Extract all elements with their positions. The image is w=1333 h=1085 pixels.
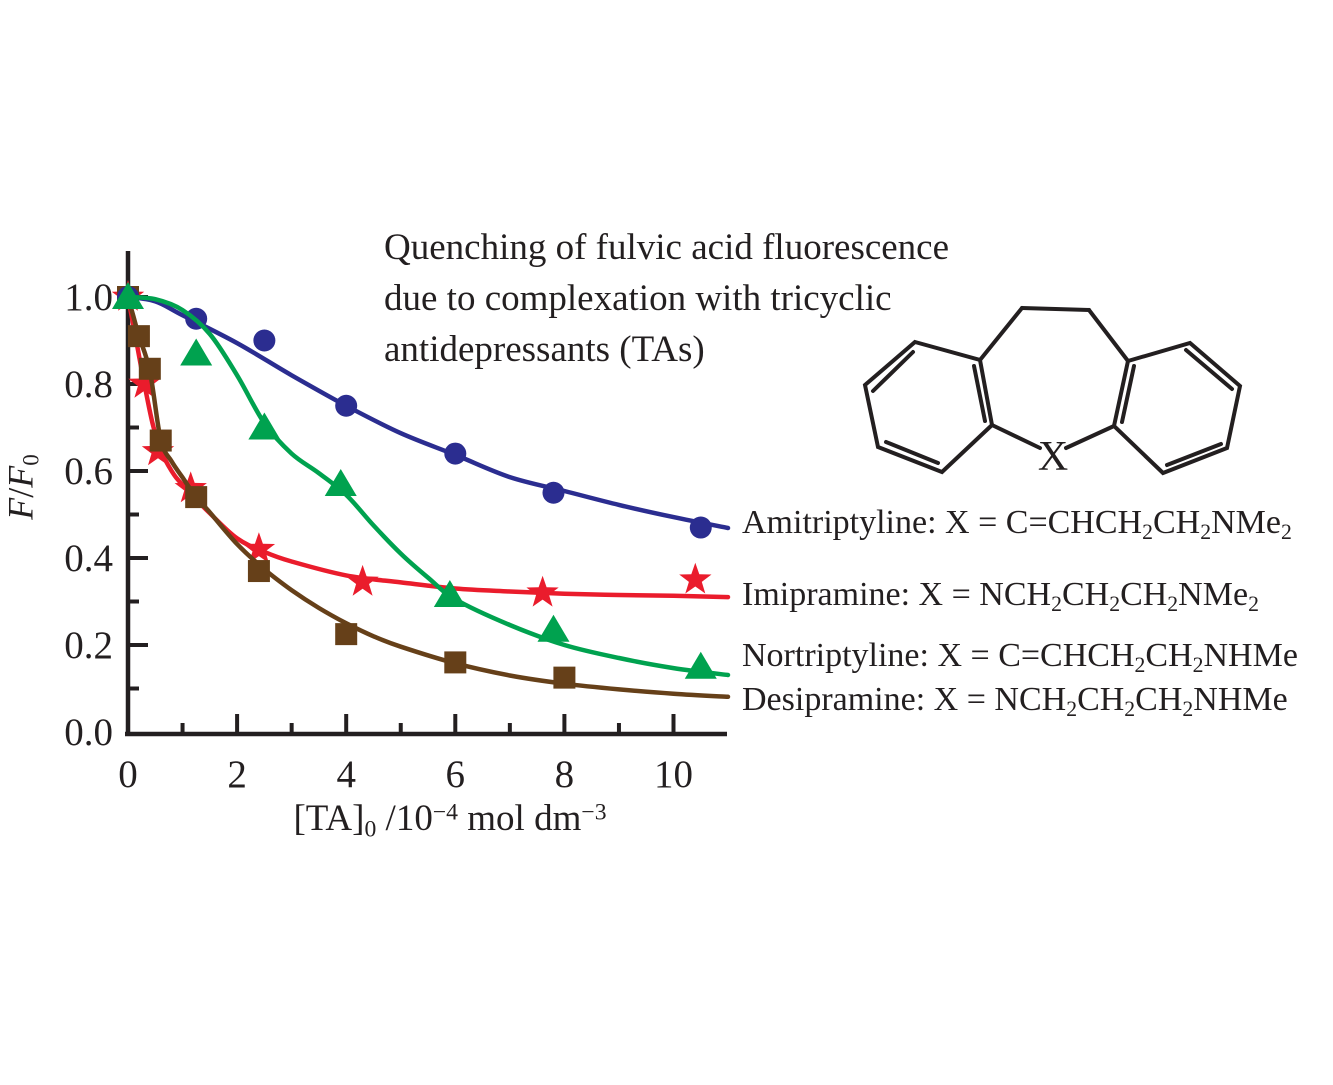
curve-nortriptyline xyxy=(125,294,731,678)
curve-desipramine xyxy=(125,294,731,700)
marker-nortriptyline xyxy=(112,282,144,309)
marker-imipramine xyxy=(526,575,559,607)
marker-desipramine xyxy=(149,429,172,452)
marker-desipramine xyxy=(553,666,576,689)
marker-amitriptyline xyxy=(444,442,467,465)
y-tick-label: 0.4 xyxy=(64,537,113,580)
x-axis-label: [TA]0 /10−4 mol dm−3 xyxy=(293,798,607,843)
label-nortriptyline: Nortriptyline: X = C=CHCH2CH2NHMe xyxy=(742,637,1298,678)
marker-nortriptyline xyxy=(433,579,466,607)
label-amitriptyline: Amitriptyline: X = C=CHCH2CH2NMe2 xyxy=(742,504,1292,545)
marker-nortriptyline xyxy=(684,651,717,679)
x-tick-label: 8 xyxy=(555,753,575,796)
marker-nortriptyline xyxy=(324,469,357,497)
marker-desipramine xyxy=(444,651,467,674)
marker-amitriptyline xyxy=(542,481,565,504)
y-tick-label: 1.0 xyxy=(64,276,113,319)
marker-imipramine xyxy=(128,367,161,398)
chart-title-line3: antidepressants (TAs) xyxy=(384,329,705,370)
marker-imipramine xyxy=(346,564,379,596)
marker-desipramine xyxy=(138,357,161,380)
x-tick-label: 0 xyxy=(118,753,138,796)
marker-desipramine xyxy=(127,325,150,348)
x-tick-label: 10 xyxy=(654,753,693,796)
marker-nortriptyline xyxy=(180,338,213,366)
marker-desipramine xyxy=(247,560,270,583)
label-imipramine: Imipramine: X = NCH2CH2CH2NMe2 xyxy=(742,576,1259,617)
chart-title-line1: Quenching of fulvic acid fluorescence xyxy=(384,227,950,268)
marker-amitriptyline xyxy=(689,516,712,539)
y-tick-label: 0.6 xyxy=(64,450,113,493)
marker-imipramine xyxy=(679,562,712,594)
x-tick-label: 6 xyxy=(446,753,466,796)
chart-title-line2: due to complexation with tricyclic xyxy=(384,278,892,319)
y-tick-label: 0.2 xyxy=(64,624,113,667)
marker-imipramine xyxy=(242,532,276,564)
y-tick-label: 0.0 xyxy=(64,711,113,754)
marker-amitriptyline xyxy=(335,394,358,417)
marker-nortriptyline xyxy=(248,412,281,440)
x-tick-label: 4 xyxy=(336,753,356,796)
y-tick-label: 0.8 xyxy=(64,363,113,406)
marker-nortriptyline xyxy=(537,614,570,642)
marker-desipramine xyxy=(185,486,208,509)
label-desipramine: Desipramine: X = NCH2CH2CH2NHMe xyxy=(742,681,1288,722)
structure-bonds xyxy=(862,306,1243,476)
y-axis-label: F/F0 xyxy=(0,454,44,520)
marker-desipramine xyxy=(335,623,358,646)
curve-amitriptyline xyxy=(125,294,731,531)
structure-x-substituent-label: X xyxy=(1038,434,1068,480)
tricyclic-structure-diagram: X xyxy=(862,306,1243,480)
chart-title: Quenching of fulvic acid fluorescence du… xyxy=(384,222,949,375)
marker-amitriptyline xyxy=(253,329,276,352)
x-tick-label: 2 xyxy=(227,753,247,796)
